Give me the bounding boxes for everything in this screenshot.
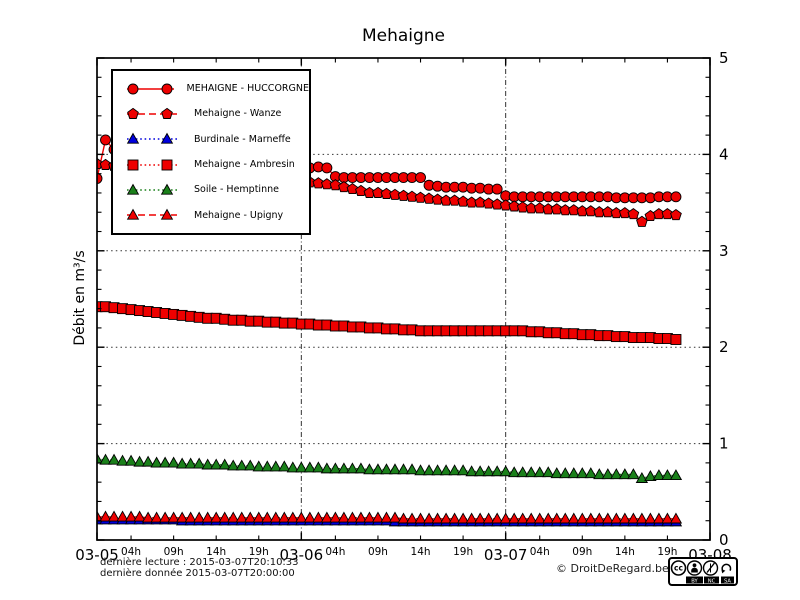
y-tick-label: 2 — [719, 338, 729, 356]
legend-marker-triangle-up-icon — [126, 132, 177, 144]
nc-no-dollar-icon — [702, 560, 719, 576]
cc-license-badge: cc BY NC SA — [668, 557, 738, 586]
footer-status: dernière lecture : 2015-03-07T20:10:33 d… — [100, 557, 299, 579]
legend-label: MEHAIGNE - HUCCORGNE — [186, 83, 310, 95]
copyright-text: © DroitDeRegard.be — [556, 562, 669, 575]
x-tick-hour: 04h — [121, 546, 141, 558]
x-tick-hour: 04h — [530, 546, 550, 558]
series-ambresin — [97, 301, 682, 345]
y-tick-label: 0 — [719, 531, 729, 549]
x-tick-hour: 14h — [206, 546, 226, 558]
legend-label: Mehaigne - Wanze — [194, 108, 282, 120]
legend-label: Soile - Hemptinne — [194, 184, 279, 196]
legend-entry-huccorgne: MEHAIGNE - HUCCORGNE — [123, 82, 309, 96]
legend-label: Mehaigne - Upigny — [194, 209, 284, 221]
legend-label: Burdinale - Marneffe — [194, 133, 291, 145]
cc-badge-labels: BY NC SA — [686, 576, 734, 584]
legend-marker-pentagon-icon — [127, 107, 177, 119]
y-tick-label: 3 — [719, 242, 729, 260]
series-upigny — [97, 510, 683, 524]
nc-label: NC — [708, 578, 716, 584]
legend-entry-wanze: Mehaigne - Wanze — [123, 107, 309, 121]
plot-frame — [96, 57, 711, 541]
legend-entry-hemptinne: Soile - Hemptinne — [123, 183, 309, 197]
legend-label: Mehaigne - Ambresin — [194, 159, 295, 171]
x-tick-hour: 09h — [572, 546, 592, 558]
legend-box: MEHAIGNE - HUCCORGNE Mehaigne - Wanze Burd… — [111, 69, 311, 235]
x-tick-hour: 19h — [249, 546, 269, 558]
x-tick-hour: 14h — [615, 546, 635, 558]
cc-icon: cc — [670, 560, 687, 576]
y-tick-label: 5 — [719, 49, 729, 67]
x-tick-day: 03-05 — [75, 546, 119, 564]
by-person-icon — [686, 560, 703, 576]
x-tick-hour: 04h — [325, 546, 345, 558]
x-tick-hour: 09h — [164, 546, 184, 558]
svg-text:cc: cc — [674, 564, 683, 573]
legend-entry-marneffe: Burdinale - Marneffe — [123, 132, 309, 146]
x-tick-hour: 19h — [453, 546, 473, 558]
legend-marker-circle-icon — [127, 83, 174, 95]
last-data-text: dernière donnée 2015-03-07T20:00:00 — [100, 567, 295, 579]
last-read-text: dernière lecture : 2015-03-07T20:10:33 — [100, 557, 299, 568]
legend-entry-upigny: Mehaigne - Upigny — [123, 208, 309, 222]
series-hemptinne — [97, 452, 683, 483]
x-tick-day: 03-07 — [484, 546, 528, 564]
x-tick-hour: 19h — [657, 546, 677, 558]
x-tick-day: 03-06 — [280, 546, 324, 564]
legend-entry-ambresin: Mehaigne - Ambresin — [123, 158, 309, 172]
x-tick-hour: 09h — [368, 546, 388, 558]
sa-share-alike-icon — [721, 563, 732, 574]
chart-title: Mehaigne — [361, 26, 446, 46]
y-tick-label: 4 — [719, 145, 729, 163]
by-label: BY — [691, 578, 698, 584]
legend-marker-triangle-up-icon — [126, 183, 177, 195]
x-tick-hour: 14h — [411, 546, 431, 558]
y-axis-label: Débit en m³/s — [72, 250, 88, 346]
sa-label: SA — [724, 578, 731, 584]
y-tick-label: 1 — [719, 435, 729, 453]
legend-marker-triangle-up-icon — [126, 208, 177, 220]
legend-marker-square-icon — [127, 159, 177, 171]
